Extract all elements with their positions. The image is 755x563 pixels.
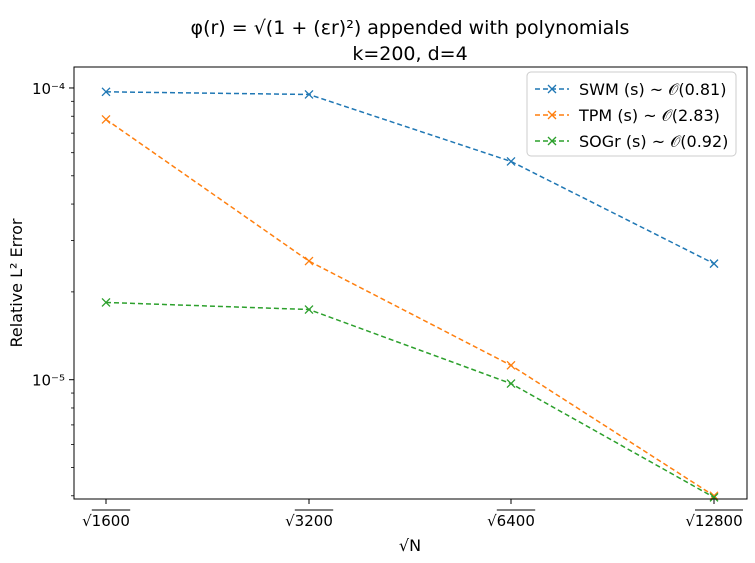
legend-swatch-marker-1 xyxy=(547,84,557,94)
y-axis: 10⁻⁴ 10⁻⁵ xyxy=(32,80,74,497)
x-axis: √1600 √3200 √6400 √12800 xyxy=(82,499,743,530)
chart-subtitle: k=200, d=4 xyxy=(352,43,467,65)
x-axis-label: √N xyxy=(399,536,421,555)
legend-swatch-marker-3 xyxy=(547,136,557,146)
data-point-s1-3 xyxy=(506,156,516,166)
x-tick-label-1: √1600 xyxy=(82,512,130,530)
data-point-s1-4 xyxy=(709,259,719,269)
x-tick-label-4: √12800 xyxy=(685,512,742,530)
legend-swatch-marker-2 xyxy=(547,110,557,120)
data-point-s2-4 xyxy=(709,491,719,501)
data-point-s3-1 xyxy=(101,297,111,307)
data-point-s3-2 xyxy=(304,305,314,314)
x-tick-label-3: √6400 xyxy=(487,512,535,530)
y-axis-label: Relative L² Error xyxy=(7,218,26,347)
legend-label-3: SOGr (s) ~ 𝒪(0.92) xyxy=(579,132,728,151)
legend-entry-1: SWM (s) ~ 𝒪(0.81) xyxy=(535,80,726,99)
legend-label-2: TPM (s) ~ 𝒪(2.83) xyxy=(578,106,720,125)
plot-area xyxy=(101,87,719,502)
legend-entry-3: SOGr (s) ~ 𝒪(0.92) xyxy=(535,132,728,151)
legend-entry-2: TPM (s) ~ 𝒪(2.83) xyxy=(535,106,720,125)
x-tick-label-2: √3200 xyxy=(285,512,333,530)
data-point-s2-3 xyxy=(506,360,516,370)
legend-box xyxy=(526,71,737,157)
legend: SWM (s) ~ 𝒪(0.81) TPM (s) ~ 𝒪(2.83) SOGr (… xyxy=(526,71,737,157)
y-tick-label-1: 10⁻⁴ xyxy=(32,80,65,98)
data-point-s3-3 xyxy=(506,379,516,389)
y-tick-label-2: 10⁻⁵ xyxy=(32,372,65,390)
data-point-s1-1 xyxy=(101,87,111,97)
data-point-s2-2 xyxy=(304,256,314,266)
data-point-s2-1 xyxy=(101,114,111,124)
plot-frame xyxy=(73,66,748,500)
data-point-s1-2 xyxy=(304,90,314,99)
data-point-s3-4 xyxy=(709,492,719,502)
series-line-1 xyxy=(105,91,715,265)
legend-label-1: SWM (s) ~ 𝒪(0.81) xyxy=(579,80,726,99)
series-line-2 xyxy=(105,118,715,497)
chart-title: φ(r) = √(1 + (εr)²) appended with polyno… xyxy=(191,17,630,39)
